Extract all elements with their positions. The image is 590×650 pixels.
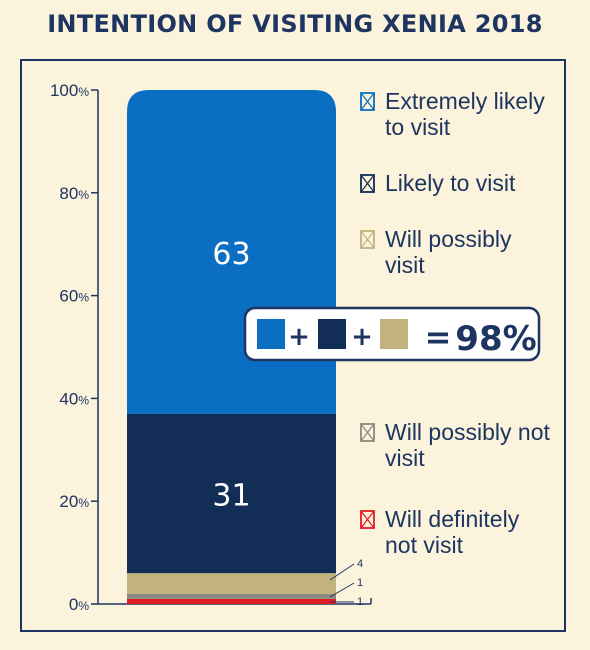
data-label: 1 <box>357 577 363 589</box>
summary-plus: + <box>288 322 310 352</box>
legend-label: Extremely likely <box>385 88 545 114</box>
summary-swatch <box>380 319 408 349</box>
y-tick-label: 80% <box>59 184 89 203</box>
legend-label: Will possibly not <box>385 419 550 445</box>
legend-swatch-cross <box>360 230 375 249</box>
legend-swatch-cross <box>360 510 375 529</box>
summary-plus: + <box>351 322 373 352</box>
summary-swatch <box>257 319 285 349</box>
summary-swatch <box>318 319 346 349</box>
y-tick-label: 20% <box>59 492 89 511</box>
legend-swatch <box>360 92 375 111</box>
bar-segment <box>127 413 336 574</box>
legend-swatch-cross <box>360 423 375 442</box>
y-tick-label: 40% <box>59 389 89 408</box>
legend-swatch <box>360 174 375 193</box>
summary-value: 98% <box>455 319 536 359</box>
legend-label: to visit <box>385 114 451 140</box>
legend-swatch <box>360 510 375 529</box>
legend-label: Will possibly <box>385 226 512 252</box>
data-label: 31 <box>212 478 250 513</box>
legend-label: visit <box>385 445 425 471</box>
legend-swatch <box>360 230 375 249</box>
y-tick-label: 60% <box>59 287 89 306</box>
legend-label: Likely to visit <box>385 170 516 196</box>
legend-swatch <box>360 423 375 442</box>
legend-swatch-cross <box>360 174 375 193</box>
y-tick-label: 0% <box>69 595 89 614</box>
data-label: 1 <box>357 596 363 608</box>
callout-leader <box>329 563 355 581</box>
legend-label: visit <box>385 252 425 278</box>
callout-leader <box>329 582 355 598</box>
legend-label: not visit <box>385 532 464 558</box>
bar-segment <box>127 573 336 594</box>
chart-frame <box>20 59 566 632</box>
legend-swatch-cross <box>360 92 375 111</box>
legend-label: Will definitely <box>385 506 520 532</box>
summary-equals: = <box>425 318 452 356</box>
bar-segment <box>127 593 336 599</box>
data-label: 63 <box>212 237 250 272</box>
chart-title: INTENTION OF VISITING XENIA 2018 <box>47 10 543 38</box>
y-tick-label: 100% <box>50 81 89 100</box>
bar-segment <box>127 598 336 604</box>
data-label: 4 <box>357 558 363 570</box>
